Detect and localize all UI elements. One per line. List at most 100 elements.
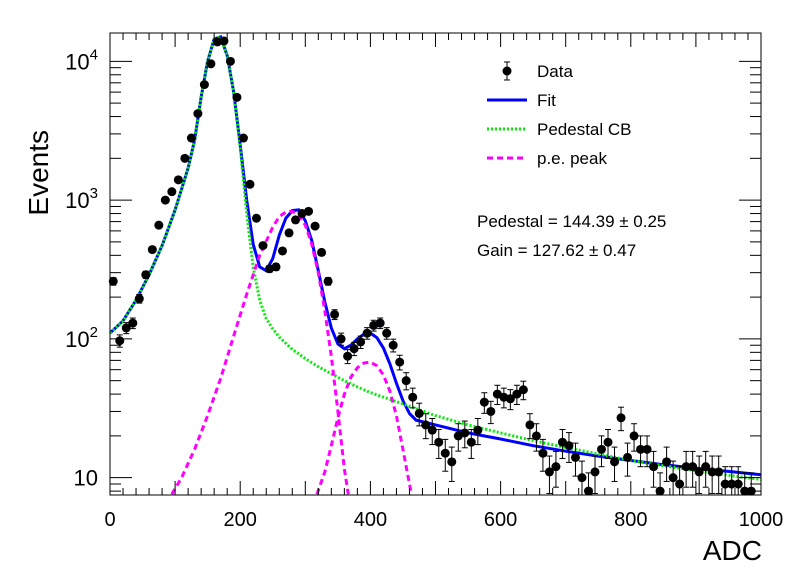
data-point <box>167 187 177 197</box>
data-point <box>538 438 548 472</box>
data-point <box>219 36 229 46</box>
data-point <box>681 450 691 488</box>
annotation-pedestal: Pedestal = 144.39 ± 0.25 <box>477 212 666 231</box>
data-point <box>323 276 333 286</box>
data-point <box>401 372 411 391</box>
data-point <box>121 322 131 335</box>
data-point <box>460 420 470 449</box>
data-point <box>238 133 248 143</box>
data-point <box>590 455 600 495</box>
data-point <box>154 220 164 230</box>
data-point <box>421 413 431 440</box>
data-point <box>688 450 698 488</box>
data-point <box>440 438 450 472</box>
data-point <box>707 455 717 495</box>
curves-layer <box>108 35 762 495</box>
legend-item: p.e. peak <box>487 149 607 168</box>
annotation-gain: Gain = 127.62 ± 0.47 <box>477 241 636 260</box>
data-point <box>206 59 216 69</box>
data-point <box>278 246 288 256</box>
legend-label: Data <box>537 62 573 81</box>
x-tick-label: 1000 <box>739 509 784 531</box>
data-point <box>225 56 235 66</box>
data-point <box>336 332 346 346</box>
data-point <box>193 109 203 119</box>
data-point <box>675 466 685 496</box>
y-tick-label: 103 <box>65 185 98 213</box>
data-point <box>232 92 242 102</box>
data-point <box>199 80 209 90</box>
data-point <box>388 338 398 353</box>
series-p-e-peak-3 <box>170 209 350 495</box>
data-point <box>623 442 633 477</box>
data-point <box>629 423 639 452</box>
data-point <box>597 435 607 468</box>
data-point <box>362 327 372 340</box>
legend-label: Fit <box>537 91 556 110</box>
legend-item: Fit <box>487 91 556 110</box>
x-tick-label: 200 <box>224 509 257 531</box>
data-point <box>375 317 385 330</box>
x-tick-label: 0 <box>104 509 115 531</box>
data-point <box>570 442 580 477</box>
data-point <box>544 455 554 495</box>
data-point <box>564 432 574 463</box>
data-point <box>610 446 620 482</box>
data-point <box>141 270 151 280</box>
data-point <box>251 213 261 223</box>
x-tick-label: 800 <box>614 509 647 531</box>
data-point <box>603 428 613 459</box>
data-point <box>505 389 515 411</box>
legend: Data Fit Pedestal CB p.e. peak <box>487 61 632 168</box>
y-axis: 10 102 103 104 <box>65 46 761 492</box>
data-point <box>525 413 535 440</box>
data-point <box>160 195 170 205</box>
data-point <box>518 380 528 401</box>
data-point <box>258 241 268 251</box>
legend-label: Pedestal CB <box>537 120 632 139</box>
legend-item: Data <box>502 61 573 81</box>
data-point <box>636 435 646 468</box>
data-point <box>486 400 496 425</box>
data-point <box>642 435 652 468</box>
data-point <box>186 133 196 143</box>
data-point <box>583 472 593 496</box>
data-point <box>531 423 541 452</box>
data-point <box>245 179 255 189</box>
data-point <box>479 392 489 414</box>
data-point <box>173 175 183 185</box>
data-point <box>382 327 392 340</box>
data-point <box>466 428 476 459</box>
data-point <box>291 215 301 225</box>
legend-item: Pedestal CB <box>487 120 632 139</box>
data-point <box>447 446 457 482</box>
data-point <box>473 417 483 446</box>
x-axis-label: ADC <box>703 535 762 566</box>
y-tick-label: 10 <box>74 466 98 491</box>
series-p-e-peak-4 <box>315 360 413 495</box>
data-point <box>414 402 424 427</box>
data-point <box>349 341 359 357</box>
data-point <box>147 245 157 255</box>
data-point <box>662 446 672 482</box>
y-tick-label: 104 <box>65 46 98 74</box>
data-point <box>343 349 353 365</box>
data-point <box>720 466 730 496</box>
x-axis: 0 200 400 600 800 1000 <box>104 33 783 531</box>
data-point <box>356 335 366 349</box>
x-tick-label: 400 <box>354 509 387 531</box>
data-point <box>395 354 405 371</box>
data-point <box>271 262 281 272</box>
data-point <box>649 450 659 488</box>
data-point <box>128 317 138 330</box>
legend-label: p.e. peak <box>537 149 607 168</box>
data-point <box>304 206 314 216</box>
data-point <box>408 387 418 409</box>
data-point <box>284 228 294 238</box>
y-tick-label: 102 <box>65 324 98 352</box>
data-point <box>694 455 704 495</box>
data-point <box>108 276 118 286</box>
data-point <box>512 384 522 405</box>
series-pedestal-cb-2 <box>108 35 762 481</box>
